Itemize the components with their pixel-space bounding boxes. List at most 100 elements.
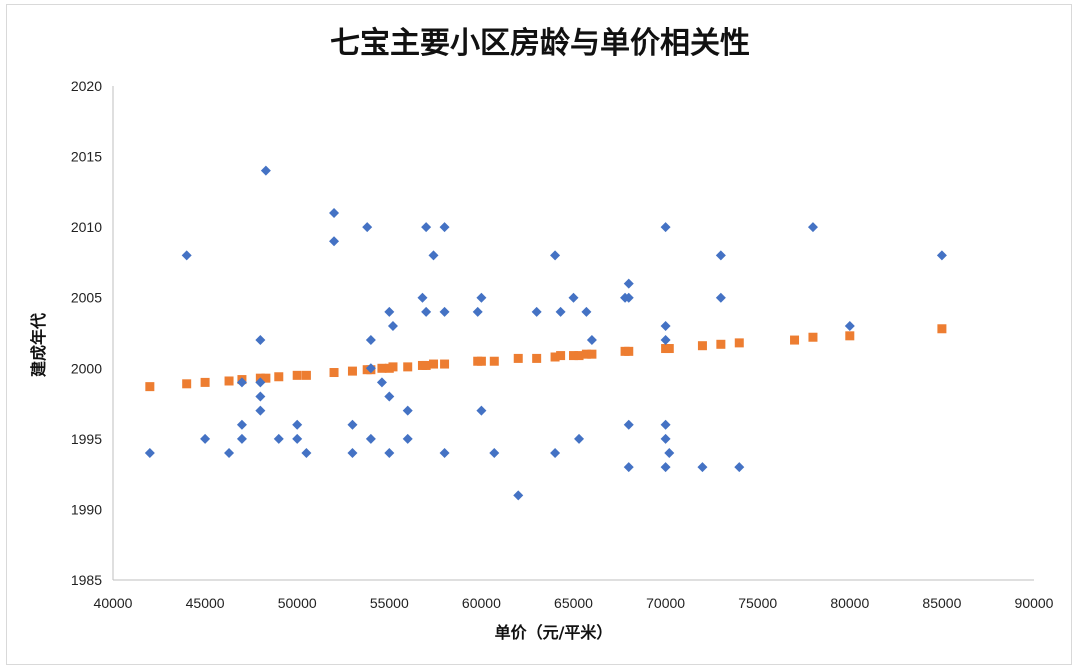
- data-point: [402, 433, 413, 444]
- trend-point: [476, 356, 486, 366]
- data-point: [292, 419, 303, 430]
- data-point: [365, 335, 376, 346]
- trend-point: [550, 352, 560, 362]
- data-point: [476, 292, 487, 303]
- trend-point: [403, 362, 413, 372]
- trend-point: [790, 335, 800, 345]
- x-tick-label: 50000: [278, 595, 317, 611]
- data-point: [365, 433, 376, 444]
- data-point: [236, 419, 247, 430]
- trend-point: [301, 370, 311, 380]
- data-point: [224, 447, 235, 458]
- data-point: [574, 433, 585, 444]
- y-tick-label: 2005: [71, 290, 102, 306]
- data-point: [936, 250, 947, 261]
- x-tick-label: 65000: [554, 595, 593, 611]
- y-tick-label: 1995: [71, 431, 102, 447]
- data-point: [421, 222, 432, 233]
- data-point: [347, 447, 358, 458]
- data-point: [715, 292, 726, 303]
- data-point: [660, 433, 671, 444]
- trend-point: [716, 339, 726, 349]
- data-point: [362, 222, 373, 233]
- trend-point: [556, 351, 566, 361]
- data-point: [734, 462, 745, 473]
- data-point: [660, 320, 671, 331]
- trend-point: [513, 353, 523, 363]
- y-tick-label: 2000: [71, 360, 102, 376]
- trend-point: [224, 376, 234, 386]
- data-point: [550, 250, 561, 261]
- data-point: [472, 306, 483, 317]
- data-point: [417, 292, 428, 303]
- data-point: [715, 250, 726, 261]
- data-point: [807, 222, 818, 233]
- x-tick-label: 40000: [94, 595, 133, 611]
- y-tick-label: 1990: [71, 501, 102, 517]
- x-tick-label: 75000: [738, 595, 777, 611]
- data-point: [255, 405, 266, 416]
- data-point: [660, 222, 671, 233]
- x-tick-label: 55000: [370, 595, 409, 611]
- data-point: [347, 419, 358, 430]
- trend-point: [182, 379, 192, 389]
- trend-point: [261, 373, 271, 383]
- data-point: [439, 222, 450, 233]
- y-tick-label: 2020: [71, 78, 102, 94]
- trend-series: [145, 324, 947, 392]
- trend-point: [274, 372, 284, 382]
- data-point: [384, 306, 395, 317]
- trend-point: [329, 368, 339, 378]
- trend-point: [421, 360, 431, 370]
- x-tick-label: 45000: [186, 595, 225, 611]
- data-point: [660, 419, 671, 430]
- data-point: [476, 405, 487, 416]
- trend-point: [734, 338, 744, 348]
- actual-series: [144, 165, 947, 501]
- data-point: [236, 433, 247, 444]
- trend-point: [489, 356, 499, 366]
- data-point: [439, 306, 450, 317]
- data-point: [255, 391, 266, 402]
- data-point: [387, 320, 398, 331]
- x-tick-label: 90000: [1015, 595, 1054, 611]
- data-point: [402, 405, 413, 416]
- data-point: [660, 462, 671, 473]
- data-point: [384, 447, 395, 458]
- data-point: [555, 306, 566, 317]
- trend-point: [440, 359, 450, 369]
- trend-point: [347, 366, 357, 376]
- data-point: [513, 490, 524, 501]
- trend-point: [581, 349, 591, 359]
- data-point: [292, 433, 303, 444]
- trend-point: [845, 331, 855, 341]
- data-point: [260, 165, 271, 176]
- data-point: [428, 250, 439, 261]
- x-tick-label: 60000: [462, 595, 501, 611]
- data-point: [255, 335, 266, 346]
- x-tick-label: 80000: [830, 595, 869, 611]
- trend-point: [532, 353, 542, 363]
- data-point: [144, 447, 155, 458]
- chart-frame: [6, 4, 1072, 665]
- data-point: [365, 363, 376, 374]
- data-point: [329, 236, 340, 247]
- data-point: [236, 377, 247, 388]
- trend-point: [574, 351, 584, 361]
- y-tick-labels: 1985 1990 1995 2000 2005 2010 2015 2020: [71, 78, 102, 588]
- data-point: [623, 292, 634, 303]
- data-point: [660, 335, 671, 346]
- data-point: [255, 377, 266, 388]
- data-point: [697, 462, 708, 473]
- y-tick-label: 2015: [71, 149, 102, 165]
- trend-point: [587, 349, 597, 359]
- trend-point: [697, 341, 707, 351]
- data-point: [439, 447, 450, 458]
- x-tick-labels: 40000 45000 50000 55000 60000 65000 70000 75000…: [94, 595, 1054, 611]
- data-point: [384, 391, 395, 402]
- data-point: [301, 447, 312, 458]
- trend-point: [388, 362, 398, 372]
- y-tick-label: 2010: [71, 219, 102, 235]
- data-point: [329, 208, 340, 219]
